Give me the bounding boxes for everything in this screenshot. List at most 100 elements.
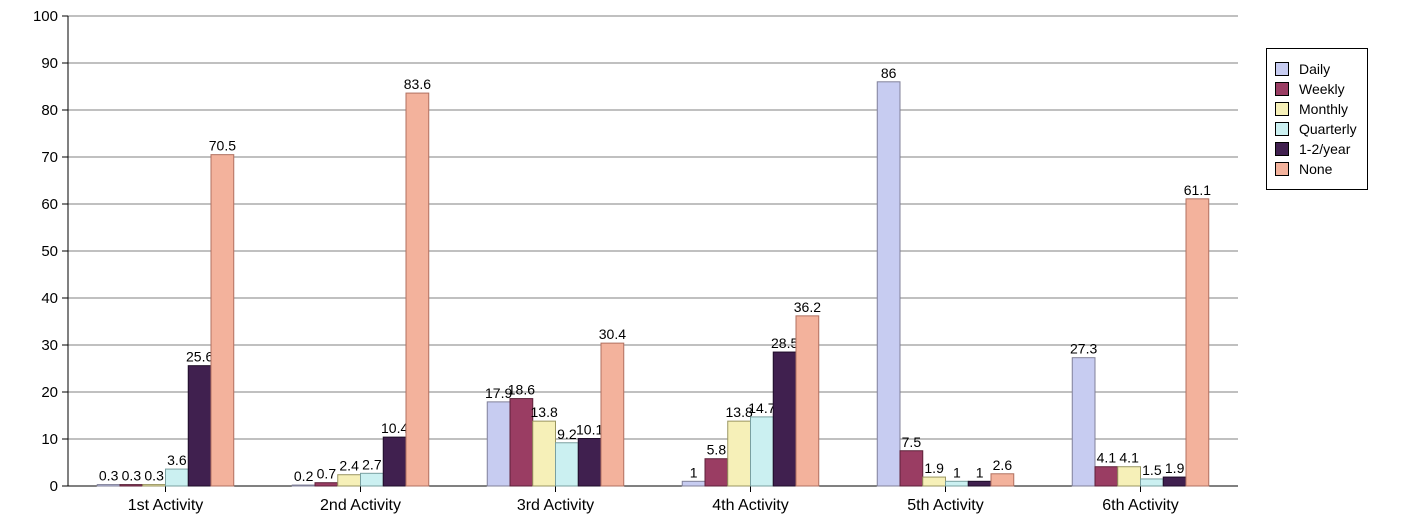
bar-daily [682,481,705,486]
value-label: 28.5 [771,335,798,351]
value-label: 2.7 [362,456,382,472]
value-label: 36.2 [794,299,821,315]
value-label: 0.3 [144,468,164,484]
value-label: 1.5 [1142,462,1162,478]
chart-container: 01020304050607080901001st Activity0.30.3… [8,6,1406,527]
bar-weekly [705,459,728,486]
bar-none [991,474,1014,486]
legend-item: Daily [1275,61,1357,77]
bar-monthly [1118,467,1141,486]
legend: Daily Weekly Monthly Quarterly 1-2/year None [1266,48,1368,190]
y-tick-label: 50 [41,243,58,260]
bar-monthly [923,477,946,486]
legend-swatch [1275,82,1289,96]
bar-none [211,155,234,486]
value-label: 1 [690,464,698,480]
y-tick-label: 60 [41,196,58,213]
bar-1-2-year [383,437,406,486]
bar-monthly [728,421,751,486]
legend-swatch [1275,162,1289,176]
legend-label: Daily [1299,61,1330,77]
legend-label: None [1299,161,1332,177]
y-tick-label: 70 [41,149,58,166]
category-label: 6th Activity [1102,497,1178,514]
legend-item: 1-2/year [1275,141,1357,157]
y-tick-label: 30 [41,337,58,354]
bar-daily [487,402,510,486]
bar-weekly [1095,467,1118,486]
category-label: 5th Activity [907,497,983,514]
bar-daily [1072,358,1095,486]
legend-label: 1-2/year [1299,141,1350,157]
value-label: 2.4 [339,458,359,474]
legend-item: None [1275,161,1357,177]
legend-item: Quarterly [1275,121,1357,137]
bar-quarterly [166,469,189,486]
legend-item: Weekly [1275,81,1357,97]
y-tick-label: 10 [41,431,58,448]
category-label: 2nd Activity [320,497,401,514]
value-label: 27.3 [1070,341,1097,357]
bar-daily [292,485,315,486]
bar-quarterly [556,443,579,486]
bar-daily [877,82,900,486]
legend-swatch [1275,102,1289,116]
value-label: 1.9 [924,460,944,476]
bar-quarterly [751,417,774,486]
legend-item: Monthly [1275,101,1357,117]
value-label: 30.4 [599,326,626,342]
value-label: 14.7 [748,400,775,416]
y-tick-label: 40 [41,290,58,307]
bar-quarterly [1141,479,1164,486]
category-label: 3rd Activity [517,497,594,514]
value-label: 1 [953,464,961,480]
bar-none [601,343,624,486]
value-label: 2.6 [993,457,1013,473]
category-label: 4th Activity [712,497,788,514]
value-label: 4.1 [1097,450,1117,466]
bar-quarterly [946,481,969,486]
y-tick-label: 20 [41,384,58,401]
legend-label: Monthly [1299,101,1348,117]
bar-monthly [338,475,361,486]
legend-label: Weekly [1299,81,1345,97]
value-label: 0.7 [317,466,337,482]
bar-weekly [315,483,338,486]
legend-swatch [1275,142,1289,156]
y-tick-label: 90 [41,55,58,72]
bar-none [406,93,429,486]
value-label: 0.3 [122,468,142,484]
bar-monthly [143,485,166,486]
bar-1-2-year [968,481,991,486]
y-tick-label: 0 [50,478,58,495]
bar-1-2-year [188,366,211,486]
value-label: 1.9 [1165,460,1185,476]
value-label: 9.2 [557,426,577,442]
value-label: 83.6 [404,76,431,92]
bar-daily [97,485,120,486]
bar-weekly [120,485,143,486]
legend-label: Quarterly [1299,121,1357,137]
legend-swatch [1275,122,1289,136]
bar-quarterly [361,473,384,486]
value-label: 86 [881,65,897,81]
value-label: 1 [976,464,984,480]
value-label: 10.4 [381,420,408,436]
value-label: 25.6 [186,349,213,365]
legend-swatch [1275,62,1289,76]
value-label: 0.2 [294,468,314,484]
value-label: 0.3 [99,468,119,484]
value-label: 13.8 [531,404,558,420]
y-tick-label: 80 [41,102,58,119]
grouped-bar-chart: 01020304050607080901001st Activity0.30.3… [8,6,1406,527]
value-label: 61.1 [1184,182,1211,198]
bar-1-2-year [1163,477,1186,486]
value-label: 70.5 [209,138,236,154]
value-label: 10.1 [576,422,603,438]
bar-weekly [510,399,533,486]
bar-none [796,316,819,486]
value-label: 7.5 [902,434,922,450]
value-label: 18.6 [508,382,535,398]
category-label: 1st Activity [128,497,204,514]
value-label: 4.1 [1119,450,1139,466]
